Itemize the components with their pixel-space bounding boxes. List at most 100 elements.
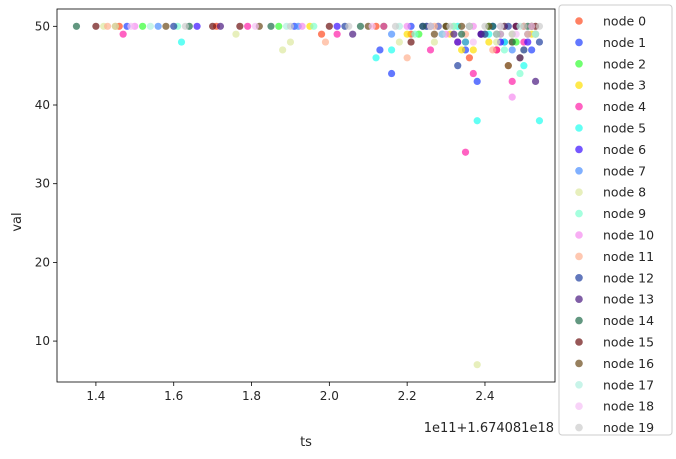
data-point-node-12 [170, 22, 178, 30]
data-point-node-19 [181, 22, 189, 30]
legend-label: node 4 [603, 99, 646, 114]
data-point-node-19 [111, 22, 119, 30]
legend-label: node 2 [603, 56, 646, 71]
data-point-node-17 [146, 22, 154, 30]
legend-marker [575, 252, 583, 261]
data-point-node-17 [531, 30, 540, 38]
data-point-node-14 [72, 22, 81, 30]
data-point-node-7 [508, 46, 516, 54]
data-point-node-19 [535, 22, 544, 30]
data-point-node-10 [508, 93, 516, 101]
data-point-node-15 [92, 22, 100, 30]
data-point-node-2 [275, 22, 283, 30]
data-point-node-8 [493, 38, 501, 46]
data-point-node-2 [138, 22, 147, 30]
x-tick-label: 1.8 [242, 389, 261, 403]
legend-marker [575, 274, 583, 282]
data-point-node-5 [535, 117, 544, 125]
data-point-node-11 [403, 54, 411, 62]
legend-marker [575, 359, 583, 368]
legend-label: node 9 [603, 206, 646, 221]
data-point-node-19 [520, 22, 528, 30]
data-point-node-14 [356, 22, 365, 30]
legend-marker [575, 188, 583, 196]
data-point-node-0 [465, 54, 474, 62]
x-tick-label: 2.4 [475, 389, 494, 403]
data-point-node-7 [461, 38, 470, 46]
plot-frame [56, 8, 556, 383]
legend-marker [575, 145, 583, 154]
data-point-node-3 [485, 38, 493, 46]
y-axis: 10 20 30 40 50 [35, 19, 57, 348]
data-point-node-14 [267, 22, 275, 30]
data-point-node-7 [154, 22, 162, 30]
data-point-node-10 [403, 22, 411, 30]
scatter-points [72, 22, 544, 369]
data-point-node-4 [426, 46, 435, 54]
data-point-node-12 [535, 38, 544, 46]
data-point-node-1 [387, 69, 396, 78]
legend-marker [575, 295, 583, 304]
y-tick-label: 20 [35, 255, 50, 269]
data-point-node-18 [528, 22, 536, 30]
legend-label: node 7 [603, 163, 646, 178]
data-point-node-8 [395, 38, 403, 46]
data-point-node-4 [380, 22, 388, 30]
data-point-node-14 [458, 30, 466, 38]
data-point-node-11 [489, 46, 497, 54]
data-point-node-12 [454, 62, 462, 70]
data-point-node-1 [528, 46, 536, 54]
legend-marker [575, 381, 583, 389]
data-point-node-3 [403, 30, 411, 38]
legend-marker [575, 423, 583, 432]
data-point-node-19 [481, 22, 489, 30]
legend-marker [575, 60, 583, 68]
legend-frame [558, 4, 673, 436]
legend-label: node 0 [603, 14, 646, 29]
data-point-node-8 [473, 361, 481, 369]
data-point-node-16 [430, 30, 438, 38]
data-point-node-17 [438, 30, 446, 38]
legend-label: node 11 [603, 249, 654, 264]
data-point-node-15 [407, 38, 415, 46]
data-point-node-18 [127, 22, 135, 30]
data-point-node-11 [321, 38, 330, 46]
data-point-node-3 [458, 46, 466, 54]
plot-area [57, 9, 555, 382]
data-point-node-11 [524, 30, 532, 38]
data-point-node-15 [236, 22, 244, 30]
data-point-node-14 [419, 22, 427, 30]
data-point-node-4 [244, 22, 252, 30]
data-point-node-5 [372, 54, 380, 62]
data-point-node-8 [232, 30, 240, 38]
legend-label: node 18 [603, 399, 654, 414]
legend-label: node 14 [603, 313, 654, 328]
data-point-node-3 [469, 46, 477, 54]
legend-label: node 19 [603, 420, 654, 435]
data-point-node-5 [387, 46, 396, 54]
data-point-node-13 [349, 30, 357, 38]
data-point-node-13 [531, 77, 540, 85]
data-point-node-16 [162, 22, 170, 30]
data-point-node-6 [333, 22, 341, 30]
data-point-node-5 [473, 117, 481, 125]
data-point-node-19 [465, 22, 474, 30]
legend-marker [575, 38, 583, 47]
legend-label: node 3 [603, 78, 646, 93]
data-point-node-13 [450, 30, 458, 38]
data-point-node-9 [310, 22, 318, 30]
data-point-node-1 [376, 46, 384, 54]
data-point-node-0 [317, 30, 326, 38]
x-axis-offset-label: 1e11+1.674081e18 [424, 421, 554, 436]
legend-marker [575, 17, 583, 25]
data-point-node-4 [333, 30, 341, 38]
data-point-node-18 [469, 38, 477, 46]
legend-marker [575, 124, 583, 132]
data-point-node-9 [516, 69, 524, 78]
data-point-node-4 [469, 69, 477, 78]
data-point-node-7 [387, 30, 396, 38]
data-point-node-18 [368, 22, 376, 30]
legend-label: node 10 [603, 228, 654, 243]
data-point-node-19 [286, 22, 295, 30]
data-point-node-19 [446, 22, 454, 30]
